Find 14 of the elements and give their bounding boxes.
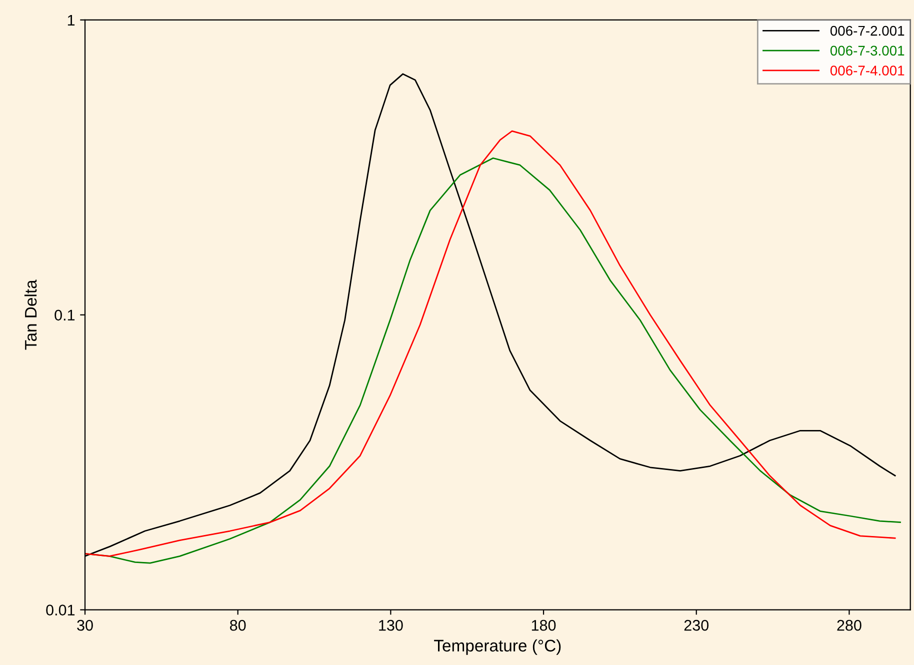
x-tick-label: 30 <box>77 620 93 631</box>
x-tick-label: 80 <box>230 620 246 631</box>
y-tick-label: 1 <box>68 14 75 26</box>
x-tick-label: 180 <box>532 620 556 631</box>
legend-label: 006-7-4.001 <box>830 66 904 76</box>
y-tick-label: 0.1 <box>54 310 75 321</box>
x-tick-label: 130 <box>379 620 403 631</box>
y-axis-title: Tan Delta <box>24 280 37 350</box>
x-tick-label: 280 <box>837 620 862 631</box>
x-axis-title: Temperature (°C) <box>434 639 561 655</box>
x-tick-label: 230 <box>684 620 709 631</box>
legend-label: 006-7-2.001 <box>830 26 904 36</box>
legend-label: 006-7-3.001 <box>830 46 904 56</box>
y-tick-label: 0.01 <box>46 604 75 616</box>
